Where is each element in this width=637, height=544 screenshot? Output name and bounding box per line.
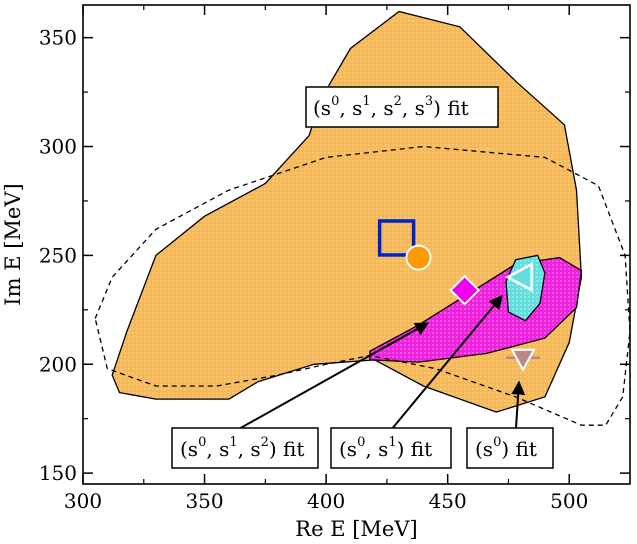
arrows [236,294,526,431]
label-s0123-text: (s0, s1, s2, s3) fit [313,94,469,120]
y-axis-label: Im E [MeV] [1,183,25,305]
label-s01: (s0, s1) fit [330,427,452,469]
label-s012-text: (s0, s1, s2) fit [180,435,304,461]
x-tick-label: 350 [185,489,223,513]
arrow-s01 [390,294,503,431]
label-s012-box [171,427,319,469]
marker-circle [405,244,432,271]
label-s0123-box [305,86,499,128]
region-3 [94,145,631,426]
y-tick-label: 150 [39,461,77,485]
label-s012: (s0, s1, s2) fit [171,427,319,469]
marker-diamond [449,274,481,306]
marker-square [377,219,416,257]
label-s0: (s0) fit [466,427,554,469]
marker-triangle-down [510,348,536,372]
y-tick-label: 300 [39,135,77,159]
label-s01-text: (s0, s1) fit [339,435,432,461]
region-0 [111,10,583,413]
arrow-s012 [236,322,430,431]
x-tick-label: 500 [550,489,588,513]
plot-frame [82,4,631,485]
label-s0-text: (s0) fit [475,435,537,461]
x-axis-label: Re E [MeV] [295,517,417,541]
markers [377,219,541,372]
y-tick-label: 200 [39,352,77,376]
label-s01-box [330,427,452,469]
labels: (s0, s1, s2, s3) fit (s0, s1, s2) fit (s0,… [171,86,554,469]
y-tick-label: 250 [39,243,77,267]
marker-triangle-left [504,262,533,293]
label-s0123: (s0, s1, s2, s3) fit [305,86,499,128]
axes: 300 350 400 450 500 150 200 250 300 350 Re E [MeV]… [1,4,631,541]
x-tick-label: 400 [307,489,345,513]
label-s0-box [466,427,554,469]
x-tick-label: 450 [429,489,467,513]
y-tick-label: 350 [39,26,77,50]
regions [94,10,631,426]
arrow-s0 [511,380,526,429]
x-tick-label: 300 [64,489,102,513]
